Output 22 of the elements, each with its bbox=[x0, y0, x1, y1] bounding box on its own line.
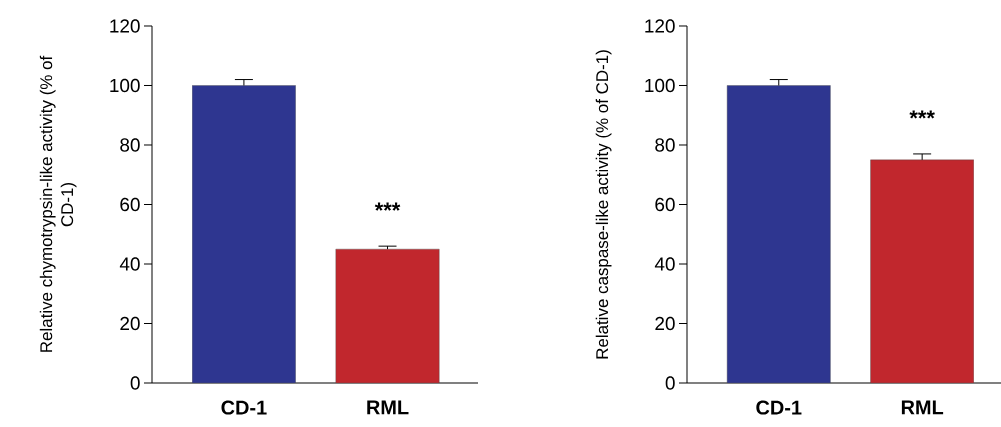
y-tick-label: 100 bbox=[110, 78, 140, 93]
y-tick-label: 0 bbox=[665, 376, 675, 390]
x-tick-label: CD-1 bbox=[221, 400, 267, 415]
y-tick-label: 120 bbox=[110, 19, 140, 33]
y-tick-label: 60 bbox=[120, 197, 140, 212]
x-tick-label: RML bbox=[901, 400, 944, 415]
y-tick-label: 80 bbox=[120, 138, 140, 152]
y-tick-label: 0 bbox=[130, 376, 140, 390]
y-tick-label: 20 bbox=[120, 316, 140, 331]
y-tick-label: 120 bbox=[645, 19, 675, 33]
y-tick-label: 60 bbox=[655, 197, 675, 212]
y-axis-title: Relative caspase-like activity (% of CD-1) bbox=[595, 50, 612, 359]
y-tick-label: 20 bbox=[655, 316, 675, 331]
annotation: *** bbox=[909, 110, 935, 119]
x-tick-label: RML bbox=[367, 400, 409, 415]
y-tick-label: 80 bbox=[655, 138, 675, 152]
y-tick-label: 40 bbox=[119, 257, 140, 271]
x-tick-label: CD-1 bbox=[756, 400, 802, 415]
annotation: *** bbox=[374, 202, 401, 211]
y-tick-label: 40 bbox=[654, 257, 675, 271]
y-tick-label: 100 bbox=[645, 78, 675, 93]
y-axis-title: Relative chymotrypsin-like activity (% of CD-1) bbox=[39, 55, 77, 352]
